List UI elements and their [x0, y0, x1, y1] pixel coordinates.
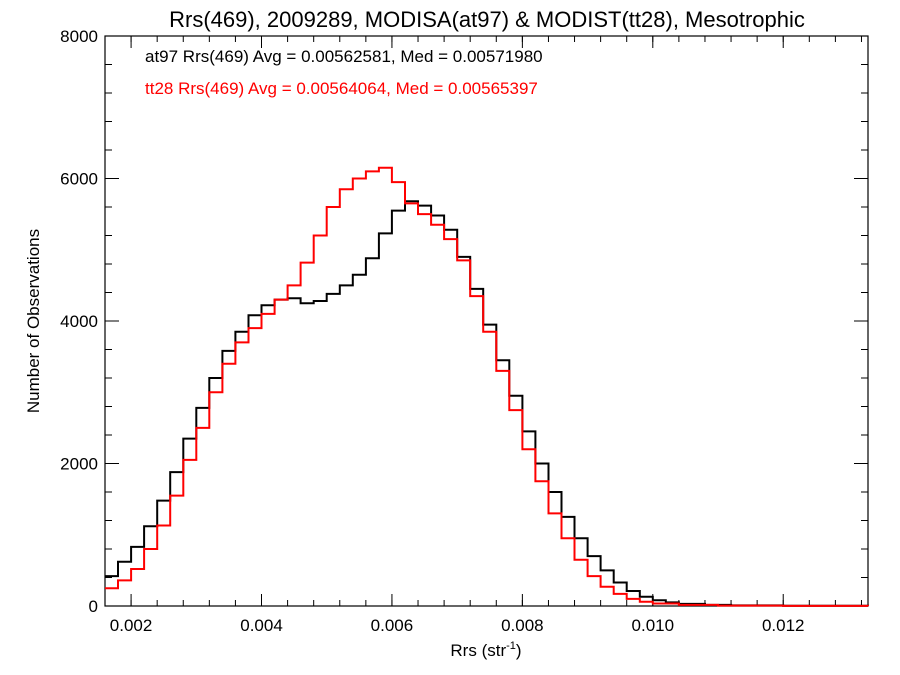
x-tick-label: 0.012 [762, 616, 805, 635]
x-axis-label-end: ) [516, 641, 522, 660]
x-axis-label: Rrs (str-1) [450, 640, 521, 660]
series-tt28-line [105, 166, 869, 607]
chart-title: Rrs(469), 2009289, MODISA(at97) & MODIST… [169, 7, 805, 32]
x-axis-label-base: Rrs (str [450, 641, 506, 660]
y-tick-label: 0 [89, 597, 98, 616]
annotation-at97: at97 Rrs(469) Avg = 0.00562581, Med = 0.… [145, 47, 543, 66]
x-tick-label: 0.010 [632, 616, 675, 635]
x-axis-label-superscript: -1 [506, 640, 516, 652]
annotation-tt28: tt28 Rrs(469) Avg = 0.00564064, Med = 0.… [145, 79, 538, 98]
series-at97-line [105, 200, 869, 607]
axis-ticks [104, 35, 868, 607]
y-tick-label: 2000 [60, 455, 98, 474]
y-tick-label: 8000 [60, 27, 98, 46]
y-axis-label: Number of Observations [24, 229, 43, 413]
x-tick-label: 0.002 [110, 616, 153, 635]
x-tick-label: 0.004 [240, 616, 283, 635]
x-tick-label: 0.006 [371, 616, 414, 635]
series-layer [105, 166, 869, 607]
x-tick-label: 0.008 [501, 616, 544, 635]
y-tick-label: 6000 [60, 170, 98, 189]
axis-tick-labels: 0.002 0.004 0.006 0.008 0.010 0.012 0 2000 4000 6… [60, 27, 804, 635]
plot-frame [104, 35, 869, 607]
y-tick-label: 4000 [60, 312, 98, 331]
